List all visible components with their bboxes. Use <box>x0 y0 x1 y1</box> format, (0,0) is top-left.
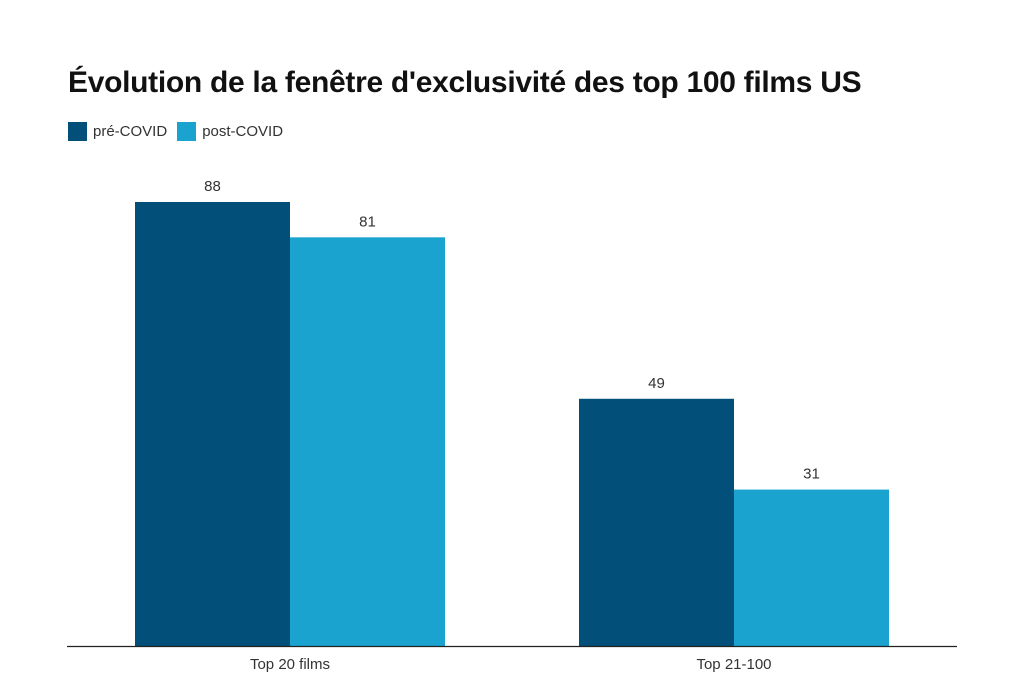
data-label: 88 <box>204 178 221 195</box>
legend: pré-COVID post-COVID <box>68 122 283 141</box>
x-tick-label: Top 21-100 <box>696 656 771 673</box>
data-label: 31 <box>803 466 820 483</box>
legend-label-pre-covid: pré-COVID <box>93 123 168 140</box>
data-label: 81 <box>359 213 376 230</box>
legend-item-pre-covid: pré-COVID <box>68 122 167 141</box>
x-tick-label: Top 20 films <box>250 656 330 673</box>
legend-swatch-post-covid <box>177 122 197 141</box>
legend-swatch-pre-covid <box>68 122 87 141</box>
bar-post-covid-top-20-films <box>290 237 445 646</box>
legend-item-post-covid: post-COVID <box>177 122 283 141</box>
data-label: 49 <box>648 375 665 392</box>
legend-label-post-covid: post-COVID <box>202 123 284 140</box>
bar-pr-covid-top-21-100 <box>579 398 734 646</box>
chart-title: Évolution de la fenêtre d'exclusivité de… <box>68 66 862 99</box>
bar-post-covid-top-21-100 <box>734 489 889 646</box>
bar-pr-covid-top-20-films <box>135 202 290 646</box>
